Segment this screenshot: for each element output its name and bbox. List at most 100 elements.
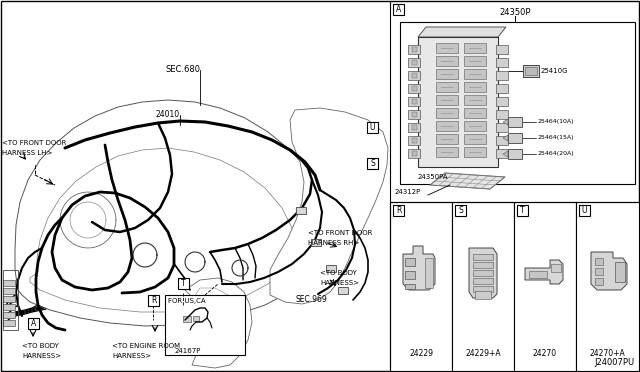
Bar [436, 147, 458, 157]
Bar [464, 134, 486, 144]
Bar [595, 268, 603, 275]
Polygon shape [418, 27, 506, 37]
Bar [408, 58, 420, 67]
Bar [576, 202, 639, 371]
Bar [496, 149, 508, 158]
Text: 25464(20A): 25464(20A) [538, 151, 575, 157]
Polygon shape [185, 278, 252, 368]
Bar [390, 202, 452, 371]
Bar [400, 22, 635, 184]
Bar [3, 304, 15, 310]
Bar [412, 125, 417, 130]
Text: <TO ENGINE ROOM: <TO ENGINE ROOM [112, 343, 180, 349]
Bar [193, 316, 199, 321]
Text: 24270+A: 24270+A [589, 349, 625, 358]
Bar [464, 95, 486, 105]
Bar [473, 254, 493, 260]
Bar [595, 258, 603, 265]
Text: R: R [151, 296, 156, 305]
Text: T: T [181, 279, 186, 288]
Bar [405, 258, 415, 266]
Text: <TO BODY: <TO BODY [22, 343, 59, 349]
Bar [408, 45, 420, 54]
Bar [408, 123, 420, 132]
Bar [452, 202, 514, 371]
Bar [464, 147, 486, 157]
Text: 24312P: 24312P [395, 189, 421, 195]
Text: U: U [370, 123, 375, 132]
Bar [311, 239, 321, 246]
Text: <TO FRONT DOOR: <TO FRONT DOOR [2, 140, 67, 146]
Bar [615, 262, 625, 282]
Bar [425, 258, 433, 288]
Text: 24229: 24229 [409, 349, 433, 358]
Text: R: R [396, 206, 401, 215]
Bar [508, 117, 522, 127]
Bar [367, 122, 378, 133]
Bar [595, 278, 603, 285]
Text: 24010: 24010 [155, 110, 179, 119]
Bar [405, 271, 415, 279]
Bar [508, 149, 522, 159]
Bar [496, 84, 508, 93]
Text: 24350P: 24350P [499, 8, 531, 17]
Bar [455, 205, 466, 216]
Bar [529, 271, 547, 278]
Bar [3, 296, 15, 302]
Bar [148, 295, 159, 306]
Bar [464, 82, 486, 92]
Bar [408, 149, 420, 158]
Polygon shape [469, 248, 497, 298]
Bar [496, 123, 508, 132]
Bar [408, 136, 420, 145]
Bar [525, 67, 537, 75]
Bar [436, 121, 458, 131]
Bar [408, 71, 420, 80]
Bar [408, 110, 420, 119]
Text: S: S [370, 159, 375, 168]
Text: FOR US,CA: FOR US,CA [168, 298, 205, 304]
Bar [412, 138, 417, 143]
Bar [405, 284, 415, 289]
Polygon shape [503, 119, 508, 125]
Bar [523, 65, 539, 77]
Bar [296, 207, 306, 214]
Text: 25410G: 25410G [541, 68, 568, 74]
Polygon shape [503, 135, 508, 141]
Bar [436, 43, 458, 53]
Polygon shape [591, 252, 627, 290]
Bar [436, 56, 458, 66]
Bar [508, 133, 522, 143]
Polygon shape [525, 260, 563, 284]
Polygon shape [15, 100, 332, 326]
Bar [464, 56, 486, 66]
Bar [393, 4, 404, 15]
Bar [408, 84, 420, 93]
Bar [367, 158, 378, 169]
Text: HARNESS>: HARNESS> [22, 353, 61, 359]
Bar [436, 95, 458, 105]
Text: SEC.680: SEC.680 [165, 65, 200, 74]
Bar [551, 264, 561, 272]
Bar [464, 108, 486, 118]
Bar [3, 288, 15, 294]
Text: 24167P: 24167P [175, 348, 201, 354]
Bar [393, 205, 404, 216]
Bar [464, 43, 486, 53]
Text: A: A [31, 319, 36, 328]
Text: HARNESS LH>: HARNESS LH> [2, 150, 52, 156]
Bar [3, 312, 15, 318]
Text: 25464(10A): 25464(10A) [538, 119, 575, 125]
Text: A: A [396, 5, 401, 14]
Text: 24229+A: 24229+A [465, 349, 501, 358]
Polygon shape [430, 173, 505, 189]
Polygon shape [270, 108, 388, 304]
Bar [412, 112, 417, 117]
Bar [475, 291, 491, 299]
Text: <TO BODY: <TO BODY [320, 270, 357, 276]
Bar [473, 286, 493, 292]
Bar [464, 69, 486, 79]
Text: HARNESS>: HARNESS> [112, 353, 151, 359]
Bar [514, 202, 576, 371]
Bar [517, 205, 528, 216]
